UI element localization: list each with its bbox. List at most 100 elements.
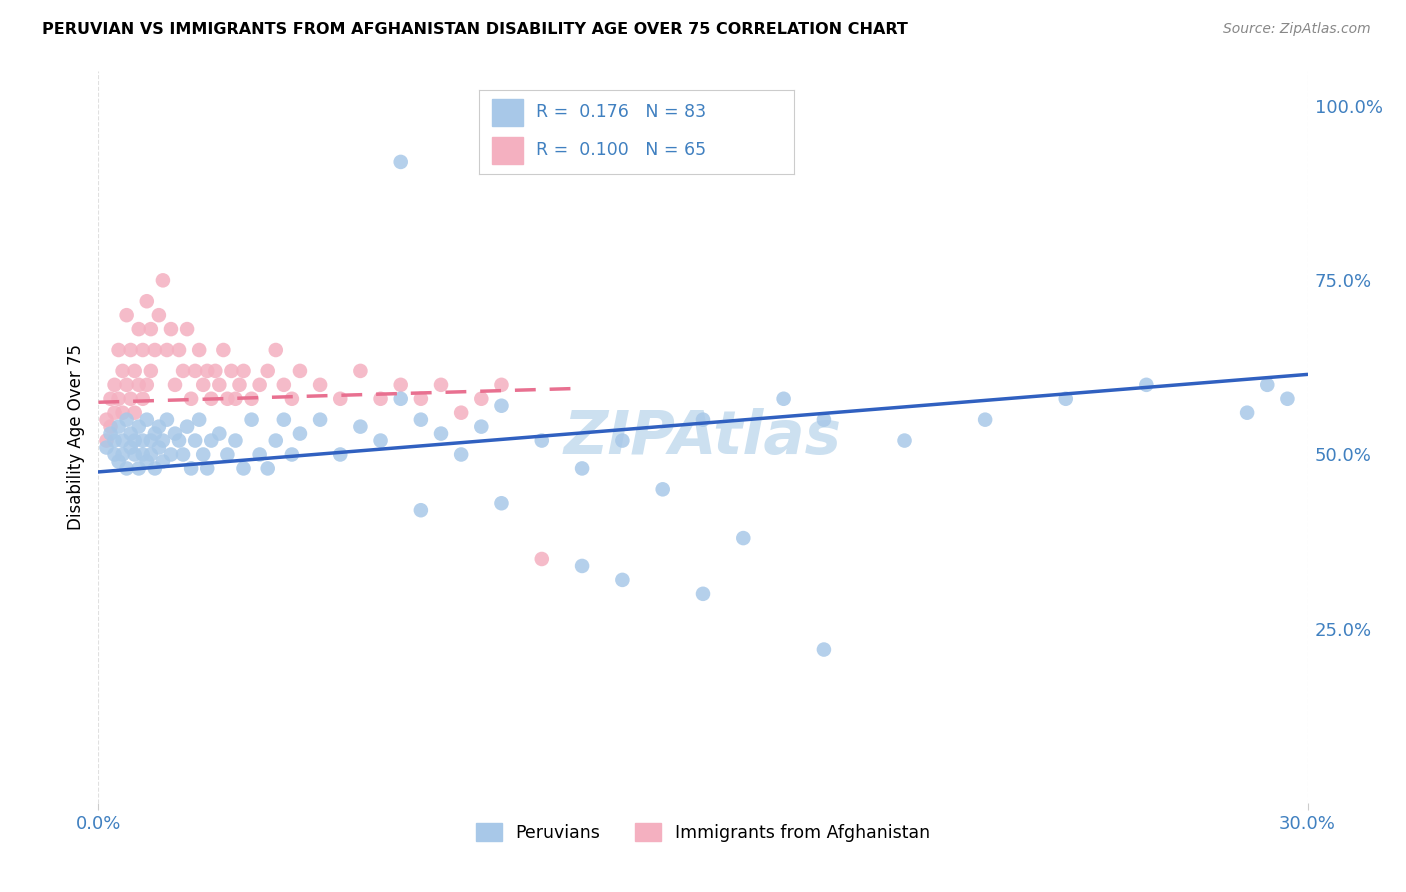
- Point: [96, 441, 118, 455]
- Point: [103, 377, 125, 392]
- Point: [651, 483, 673, 497]
- Point: [1277, 392, 1299, 406]
- Point: [491, 399, 513, 413]
- Point: [132, 392, 155, 406]
- Point: [96, 412, 118, 426]
- Point: [256, 461, 278, 475]
- Point: [143, 343, 166, 357]
- Text: ZIPAtlas: ZIPAtlas: [564, 408, 842, 467]
- Point: [288, 426, 311, 441]
- Point: [180, 461, 202, 475]
- Point: [195, 364, 218, 378]
- Point: [111, 448, 134, 462]
- Point: [111, 364, 134, 378]
- Point: [107, 454, 129, 468]
- Point: [329, 392, 352, 406]
- Point: [974, 412, 997, 426]
- Point: [530, 552, 553, 566]
- Point: [491, 377, 513, 392]
- Point: [124, 364, 146, 378]
- Point: [111, 434, 134, 448]
- Point: [135, 377, 157, 392]
- Point: [115, 461, 138, 475]
- Point: [115, 377, 138, 392]
- Point: [188, 343, 211, 357]
- Point: [309, 377, 332, 392]
- Point: [893, 434, 915, 448]
- Point: [530, 434, 553, 448]
- Point: [163, 377, 186, 392]
- Point: [124, 434, 146, 448]
- Point: [100, 392, 122, 406]
- Point: [240, 412, 263, 426]
- Point: [128, 322, 150, 336]
- Point: [733, 531, 755, 545]
- Point: [813, 412, 835, 426]
- Point: [184, 364, 207, 378]
- Point: [139, 364, 162, 378]
- Point: [132, 448, 155, 462]
- Point: [156, 412, 179, 426]
- Point: [167, 434, 190, 448]
- Point: [430, 426, 453, 441]
- Point: [389, 392, 412, 406]
- Point: [273, 377, 295, 392]
- Point: [430, 377, 453, 392]
- Point: [176, 322, 198, 336]
- Point: [571, 461, 593, 475]
- Point: [184, 434, 207, 448]
- Point: [217, 392, 239, 406]
- Point: [152, 434, 174, 448]
- Point: [288, 364, 311, 378]
- Point: [193, 377, 215, 392]
- Point: [111, 406, 134, 420]
- Point: [349, 419, 371, 434]
- Point: [232, 364, 254, 378]
- Point: [208, 426, 231, 441]
- Point: [96, 434, 118, 448]
- Point: [224, 434, 246, 448]
- Point: [470, 419, 492, 434]
- Point: [132, 434, 155, 448]
- Point: [813, 642, 835, 657]
- Point: [188, 412, 211, 426]
- Point: [692, 587, 714, 601]
- Point: [208, 377, 231, 392]
- Point: [124, 406, 146, 420]
- Point: [100, 419, 122, 434]
- Point: [115, 308, 138, 322]
- Point: [167, 343, 190, 357]
- Point: [264, 434, 287, 448]
- Point: [103, 406, 125, 420]
- Point: [1054, 392, 1077, 406]
- Point: [152, 454, 174, 468]
- Point: [281, 448, 304, 462]
- Point: [128, 419, 150, 434]
- Point: [163, 426, 186, 441]
- Point: [370, 392, 392, 406]
- Point: [135, 412, 157, 426]
- Point: [172, 448, 194, 462]
- Point: [107, 419, 129, 434]
- Point: [120, 343, 142, 357]
- Text: Source: ZipAtlas.com: Source: ZipAtlas.com: [1223, 22, 1371, 37]
- Point: [249, 448, 271, 462]
- Point: [120, 426, 142, 441]
- Point: [612, 573, 634, 587]
- Point: [148, 419, 170, 434]
- Point: [148, 308, 170, 322]
- Point: [195, 461, 218, 475]
- Point: [152, 273, 174, 287]
- Point: [772, 392, 794, 406]
- Point: [212, 343, 235, 357]
- Point: [228, 377, 250, 392]
- Point: [409, 412, 432, 426]
- Point: [132, 343, 155, 357]
- Point: [264, 343, 287, 357]
- Point: [148, 441, 170, 455]
- Point: [200, 434, 222, 448]
- Point: [120, 441, 142, 455]
- Point: [103, 434, 125, 448]
- Point: [389, 377, 412, 392]
- Point: [139, 434, 162, 448]
